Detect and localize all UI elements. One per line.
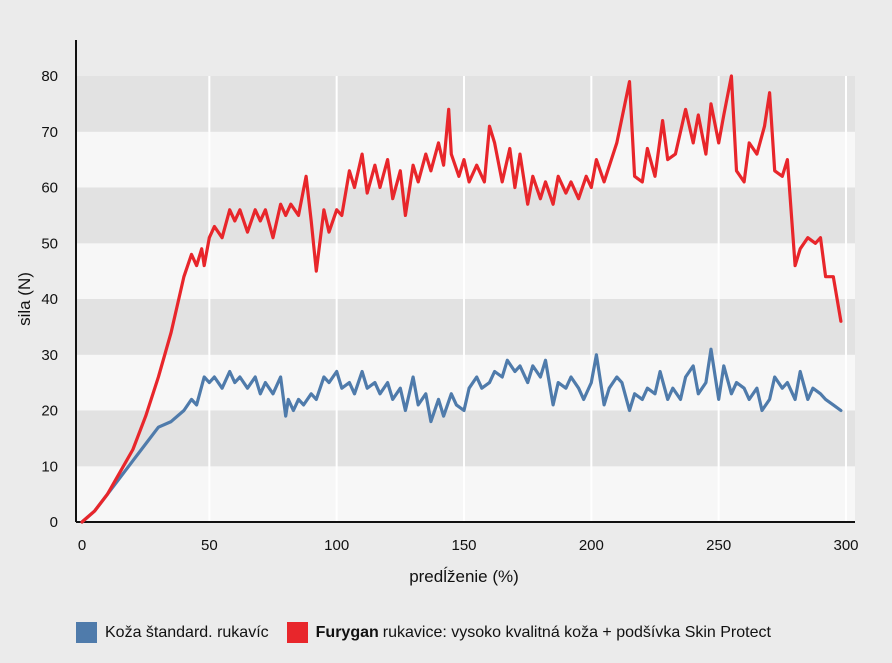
y-axis-title: sila (N) [15,272,34,326]
y-tick-label: 30 [41,347,58,364]
x-tick-label: 100 [324,537,349,554]
plot-band [76,243,855,299]
y-tick-label: 20 [41,403,58,420]
series-line-0 [80,347,843,524]
legend-item-standard: Koža štandard. rukavíc [76,622,269,643]
plot-band [76,187,855,244]
y-tick-label: 50 [41,235,58,252]
plot-band [76,76,855,132]
series-line-1 [80,74,843,524]
legend-item-furygan: Furygan rukavice: vysoko kvalitná koža +… [286,622,771,643]
x-tick-label: 150 [451,537,476,554]
legend-label-furygan-brand: Furygan [315,623,379,641]
y-tick-label: 0 [50,514,58,531]
y-tick-label: 60 [41,180,58,197]
y-tick-label: 80 [41,68,58,85]
legend: Koža štandard. rukavíc Furygan rukavice:… [76,622,789,643]
x-tick-label: 50 [201,537,218,554]
x-tick-label: 250 [706,537,731,554]
plot-band [76,299,855,355]
y-tick-label: 70 [41,124,58,141]
line-chart: 0 10 20 30 40 50 60 70 80 0 50 100 150 200 250 300 predĺ… [15,40,859,586]
plot-band [76,410,855,467]
x-axis-title: predĺženie (%) [409,567,519,586]
x-tick-label: 0 [78,537,86,554]
legend-label-standard: Koža štandard. rukavíc [105,623,269,641]
x-tick-label: 200 [579,537,604,554]
legend-label-furygan-desc: rukavice: vysoko kvalitná koža + podšívk… [382,623,771,641]
legend-swatch-blue [76,622,97,643]
y-tick-label: 40 [41,291,58,308]
y-tick-label: 10 [41,458,58,475]
plot-band [76,466,855,522]
legend-swatch-red [286,622,308,643]
x-tick-label: 300 [833,537,858,554]
